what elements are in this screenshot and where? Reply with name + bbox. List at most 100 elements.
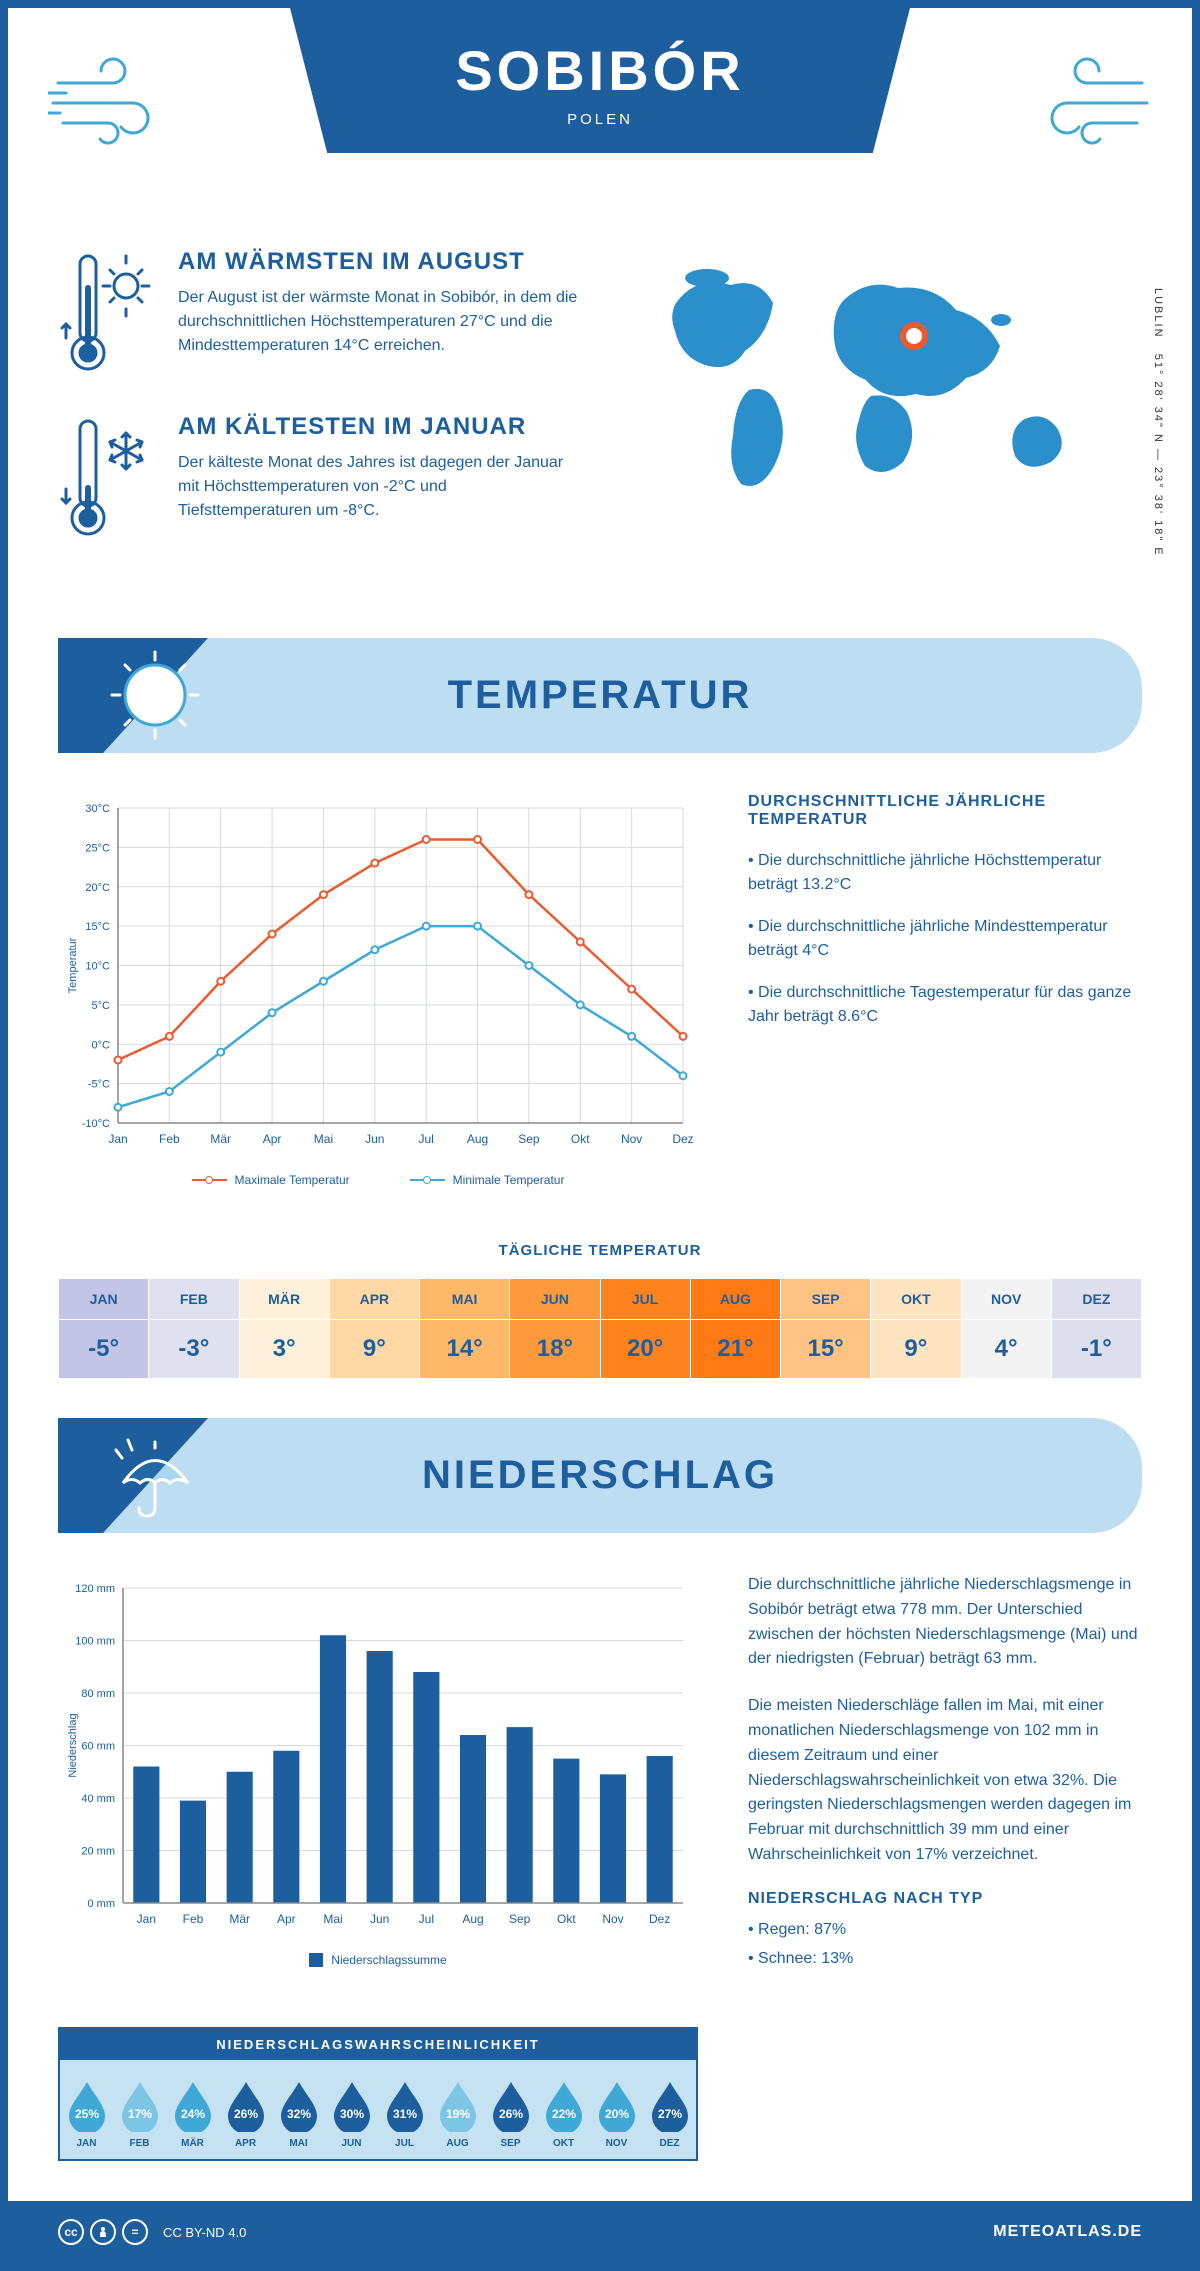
- svg-text:Niederschlag: Niederschlag: [67, 1713, 79, 1777]
- svg-text:Jul: Jul: [419, 1912, 434, 1926]
- daily-cell: OKT9°: [871, 1279, 961, 1378]
- daily-cell: AUG21°: [691, 1279, 781, 1378]
- svg-text:Aug: Aug: [462, 1912, 483, 1926]
- wind-icon: [48, 43, 188, 163]
- daily-temp-title: TÄGLICHE TEMPERATUR: [8, 1242, 1192, 1259]
- svg-text:Feb: Feb: [159, 1132, 180, 1146]
- svg-text:Mär: Mär: [210, 1132, 231, 1146]
- svg-text:Aug: Aug: [467, 1132, 488, 1146]
- precipitation-text: Die durchschnittliche jährliche Niedersc…: [748, 1573, 1142, 2161]
- prob-cell: 17%FEB: [113, 2060, 166, 2159]
- svg-text:0°C: 0°C: [92, 1039, 111, 1051]
- prob-cell: 30%JUN: [325, 2060, 378, 2159]
- svg-text:120 mm: 120 mm: [75, 1583, 115, 1595]
- temperature-title: TEMPERATUR: [58, 638, 1142, 753]
- prob-cell: 26%SEP: [484, 2060, 537, 2159]
- warm-text: Der August ist der wärmste Monat in Sobi…: [178, 286, 580, 358]
- daily-cell: APR9°: [330, 1279, 420, 1378]
- svg-text:20 mm: 20 mm: [81, 1846, 115, 1858]
- svg-text:26%: 26%: [233, 2107, 257, 2121]
- prob-cell: 32%MAI: [272, 2060, 325, 2159]
- svg-text:24%: 24%: [180, 2107, 204, 2121]
- daily-cell: SEP15°: [781, 1279, 871, 1378]
- svg-text:Dez: Dez: [672, 1132, 693, 1146]
- svg-text:Mai: Mai: [323, 1912, 342, 1926]
- svg-text:22%: 22%: [551, 2107, 575, 2121]
- warm-title: AM WÄRMSTEN IM AUGUST: [178, 248, 580, 276]
- thermometer-snow-icon: [58, 413, 153, 543]
- daily-cell: JUN18°: [510, 1279, 600, 1378]
- country-label: POLEN: [330, 111, 870, 128]
- svg-text:Feb: Feb: [183, 1912, 204, 1926]
- cc-icons: cc =: [58, 2219, 148, 2245]
- header: SOBIBÓR POLEN: [8, 8, 1192, 208]
- site-name: METEOATLAS.DE: [993, 2223, 1142, 2241]
- precipitation-legend: Niederschlagssumme: [58, 1938, 698, 1997]
- daily-cell: FEB-3°: [149, 1279, 239, 1378]
- svg-text:Jun: Jun: [365, 1132, 384, 1146]
- city-title: SOBIBÓR: [330, 38, 870, 103]
- intro-section: AM WÄRMSTEN IM AUGUST Der August ist der…: [8, 208, 1192, 608]
- svg-text:27%: 27%: [657, 2107, 681, 2121]
- svg-text:Jun: Jun: [370, 1912, 389, 1926]
- svg-text:25%: 25%: [74, 2107, 98, 2121]
- world-map: [620, 248, 1142, 508]
- wind-icon: [1012, 43, 1152, 163]
- coldest-block: AM KÄLTESTEN IM JANUAR Der kälteste Mona…: [58, 413, 580, 543]
- svg-text:Apr: Apr: [263, 1132, 282, 1146]
- svg-text:25°C: 25°C: [85, 842, 110, 854]
- precipitation-title: NIEDERSCHLAG: [58, 1418, 1142, 1533]
- svg-text:15°C: 15°C: [85, 921, 110, 933]
- daily-cell: DEZ-1°: [1052, 1279, 1142, 1378]
- license-text: CC BY-ND 4.0: [163, 2225, 246, 2240]
- daily-cell: JAN-5°: [59, 1279, 149, 1378]
- svg-text:26%: 26%: [498, 2107, 522, 2121]
- svg-text:Mär: Mär: [229, 1912, 250, 1926]
- svg-text:Nov: Nov: [621, 1132, 642, 1146]
- svg-text:30°C: 30°C: [85, 803, 110, 815]
- sun-icon: [108, 648, 203, 743]
- svg-text:17%: 17%: [127, 2107, 151, 2121]
- svg-text:60 mm: 60 mm: [81, 1741, 115, 1753]
- prob-cell: 20%NOV: [590, 2060, 643, 2159]
- svg-text:Temperatur: Temperatur: [67, 937, 79, 993]
- umbrella-icon: [108, 1428, 203, 1523]
- probability-box: NIEDERSCHLAGSWAHRSCHEINLICHKEIT 25%JAN17…: [58, 2027, 698, 2161]
- temperature-legend: Maximale Temperatur Minimale Temperatur: [58, 1158, 698, 1217]
- cold-title: AM KÄLTESTEN IM JANUAR: [178, 413, 580, 441]
- svg-text:Dez: Dez: [649, 1912, 670, 1926]
- svg-text:20%: 20%: [604, 2107, 628, 2121]
- thermometer-sun-icon: [58, 248, 153, 378]
- svg-text:19%: 19%: [445, 2107, 469, 2121]
- temperature-line-chart: -10°C-5°C0°C5°C10°C15°C20°C25°C30°CJanFe…: [58, 793, 698, 1153]
- daily-cell: JUL20°: [601, 1279, 691, 1378]
- warmest-block: AM WÄRMSTEN IM AUGUST Der August ist der…: [58, 248, 580, 378]
- daily-cell: MÄR3°: [240, 1279, 330, 1378]
- svg-text:Jan: Jan: [137, 1912, 156, 1926]
- daily-cell: NOV4°: [962, 1279, 1052, 1378]
- precipitation-bar-chart: 0 mm20 mm40 mm60 mm80 mm100 mm120 mmJanF…: [58, 1573, 698, 1933]
- svg-text:32%: 32%: [286, 2107, 310, 2121]
- title-banner: SOBIBÓR POLEN: [290, 8, 910, 153]
- svg-text:Sep: Sep: [518, 1132, 540, 1146]
- svg-text:Mai: Mai: [314, 1132, 333, 1146]
- svg-text:20°C: 20°C: [85, 882, 110, 894]
- svg-text:Okt: Okt: [557, 1912, 576, 1926]
- svg-text:Nov: Nov: [602, 1912, 623, 1926]
- svg-text:30%: 30%: [339, 2107, 363, 2121]
- svg-text:Okt: Okt: [571, 1132, 590, 1146]
- daily-temp-table: JAN-5°FEB-3°MÄR3°APR9°MAI14°JUN18°JUL20°…: [58, 1279, 1142, 1378]
- prob-cell: 27%DEZ: [643, 2060, 696, 2159]
- prob-cell: 22%OKT: [537, 2060, 590, 2159]
- temperature-info: DURCHSCHNITTLICHE JÄHRLICHE TEMPERATUR •…: [748, 793, 1142, 1217]
- daily-cell: MAI14°: [420, 1279, 510, 1378]
- prob-cell: 31%JUL: [378, 2060, 431, 2159]
- temperature-section-header: TEMPERATUR: [58, 638, 1142, 753]
- svg-text:-10°C: -10°C: [82, 1118, 110, 1130]
- prob-cell: 19%AUG: [431, 2060, 484, 2159]
- prob-cell: 25%JAN: [60, 2060, 113, 2159]
- prob-cell: 26%APR: [219, 2060, 272, 2159]
- svg-text:-5°C: -5°C: [88, 1079, 110, 1091]
- svg-text:40 mm: 40 mm: [81, 1793, 115, 1805]
- svg-text:10°C: 10°C: [85, 961, 110, 973]
